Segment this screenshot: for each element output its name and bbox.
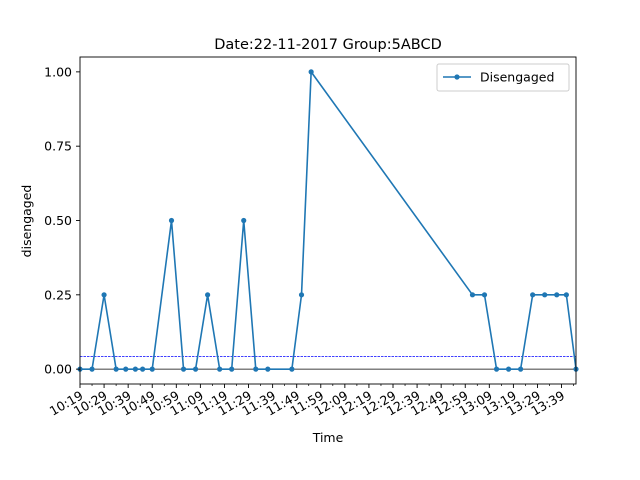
data-point <box>530 292 536 298</box>
data-point <box>469 292 476 298</box>
legend-marker <box>454 74 460 80</box>
y-tick-label: 0.00 <box>44 362 72 377</box>
data-point <box>298 292 305 298</box>
data-point <box>253 366 259 372</box>
legend-label: Disengaged <box>480 70 554 85</box>
series-line-0 <box>80 71 577 370</box>
data-point <box>192 366 199 372</box>
data-point <box>518 366 524 372</box>
plot-frame <box>79 56 577 385</box>
y-tick-label: 0.50 <box>44 213 72 228</box>
data-point <box>229 366 235 372</box>
y-axis-label: disengaged <box>19 185 34 258</box>
x-axis-label: Time <box>312 430 344 445</box>
data-point <box>542 292 548 298</box>
chart-title: Date:22-11-2017 Group:5ABCD <box>214 37 442 53</box>
data-point <box>493 366 500 372</box>
data-point <box>481 292 488 298</box>
data-point <box>180 366 187 372</box>
data-point <box>289 366 295 372</box>
y-tick-label: 0.25 <box>44 287 72 302</box>
data-point <box>554 292 560 298</box>
y-tick-label: 1.00 <box>44 64 72 79</box>
data-point <box>563 292 569 298</box>
x-axis: 10:1910:2910:3910:4910:5911:0911:1911:29… <box>47 384 574 419</box>
y-tick-label: 0.75 <box>44 139 72 154</box>
data-point <box>205 292 211 298</box>
data-point <box>140 366 146 372</box>
data-point <box>308 69 314 75</box>
data-point <box>265 366 271 372</box>
legend: Disengaged <box>436 63 570 92</box>
data-point <box>132 366 138 372</box>
data-point <box>149 366 155 372</box>
legend-box <box>436 63 570 92</box>
data-point <box>168 217 175 224</box>
data-point <box>89 366 95 372</box>
plot-area <box>77 56 579 385</box>
data-point <box>113 366 119 372</box>
data-point <box>241 217 247 224</box>
data-point <box>123 366 129 372</box>
data-point <box>101 292 107 298</box>
data-point <box>505 366 512 372</box>
data-point <box>217 366 223 372</box>
y-axis: 0.00 0.25 0.50 0.75 1.00 <box>44 64 80 377</box>
